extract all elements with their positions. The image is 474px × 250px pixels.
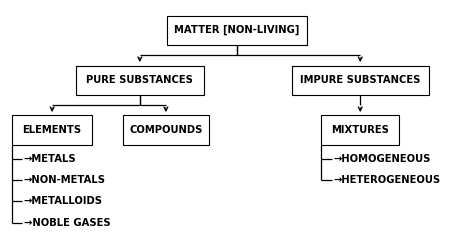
Text: →NOBLE GASES: →NOBLE GASES	[24, 218, 110, 228]
Text: ELEMENTS: ELEMENTS	[23, 125, 82, 135]
Text: IMPURE SUBSTANCES: IMPURE SUBSTANCES	[300, 75, 420, 85]
Text: →HOMOGENEOUS: →HOMOGENEOUS	[333, 154, 430, 164]
Text: →METALS: →METALS	[24, 154, 76, 164]
Bar	[292, 66, 429, 94]
Bar	[12, 116, 92, 144]
Text: →METALLOIDS: →METALLOIDS	[24, 196, 103, 206]
Text: →NON-METALS: →NON-METALS	[24, 175, 106, 185]
Bar	[123, 116, 209, 144]
Text: MIXTURES: MIXTURES	[331, 125, 389, 135]
Text: →HETEROGENEOUS: →HETEROGENEOUS	[333, 175, 440, 185]
Bar	[167, 16, 307, 44]
Bar	[321, 116, 399, 144]
Text: MATTER [NON-LIVING]: MATTER [NON-LIVING]	[174, 25, 300, 35]
Bar	[76, 66, 204, 94]
Text: COMPOUNDS: COMPOUNDS	[129, 125, 202, 135]
Text: PURE SUBSTANCES: PURE SUBSTANCES	[86, 75, 193, 85]
